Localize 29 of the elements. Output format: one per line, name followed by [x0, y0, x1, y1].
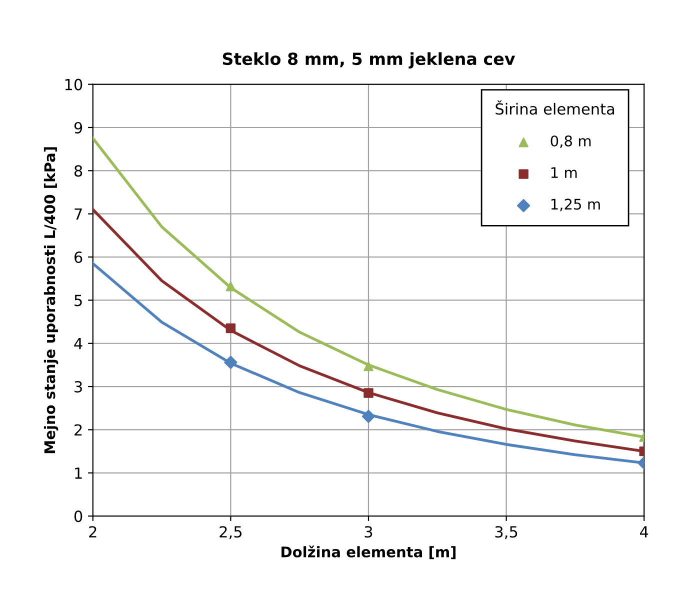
x-tick-label: 3,5	[495, 526, 518, 540]
y-tick-label: 10	[65, 78, 82, 90]
y-tick-label: 9	[74, 122, 82, 134]
y-tick-label: 8	[74, 165, 82, 177]
x-tick-label: 4	[640, 526, 648, 538]
y-tick-label: 2	[74, 424, 82, 436]
y-tick-label: 5	[74, 294, 82, 306]
legend-label: 0,8 m	[550, 135, 591, 148]
point	[226, 282, 236, 292]
y-tick-label: 1	[75, 468, 82, 479]
point	[224, 356, 238, 369]
y-tick-label: 6	[74, 251, 82, 264]
x-tick-label: 3	[364, 526, 372, 538]
legend-title: Širina elementa	[496, 100, 614, 115]
legend-label: 1,25 m	[551, 198, 600, 212]
chart-title: Steklo 8 mm, 5 mm jeklena cev	[222, 52, 516, 68]
point	[362, 410, 376, 423]
legend-label: 1 m	[551, 167, 577, 178]
point	[364, 361, 374, 372]
y-tick-label: 7	[74, 208, 82, 220]
x-axis-title: Dolžina elementa [m]	[282, 546, 456, 560]
y-tick-label: 4	[74, 338, 82, 350]
x-tick-label: 2	[89, 526, 96, 538]
y-tick-label: 3	[74, 381, 82, 393]
point	[226, 323, 236, 334]
x-tick-label: 2,5	[220, 526, 242, 540]
y-tick-label: 0	[74, 510, 82, 522]
point	[364, 388, 374, 398]
y-axis-title: Mejno stanje uporabnosti L/400 [kPa]	[44, 147, 58, 454]
